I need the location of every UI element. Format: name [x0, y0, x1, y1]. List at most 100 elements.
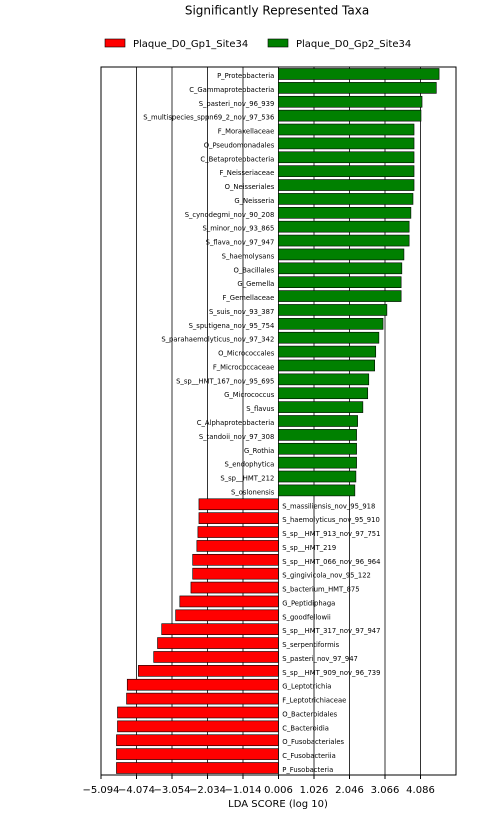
- category-label: F_Leptotrichiaceae: [282, 697, 346, 705]
- category-label: S_oslonensis: [231, 488, 275, 496]
- category-label: G_Gemella: [237, 280, 274, 288]
- legend-label: Plaque_D0_Gp1_Site34: [133, 39, 248, 50]
- x-tick-label: −1.014: [224, 785, 261, 796]
- bar: [116, 734, 279, 747]
- category-label: F_Micrococcaceae: [213, 363, 274, 371]
- category-label: S_haemolyticus_nov_95_910: [282, 516, 380, 524]
- bar: [277, 151, 415, 164]
- category-label: S_flava_nov_97_947: [206, 239, 275, 247]
- bar: [277, 262, 403, 275]
- category-label: S_gingivicola_nov_95_122: [282, 572, 371, 580]
- category-label: S_multispecies_sppn69_2_nov_97_536: [143, 114, 274, 122]
- legend-swatch: [267, 38, 289, 48]
- category-label: S_sp__HMT_909_nov_96_739: [282, 669, 380, 677]
- bar: [161, 623, 279, 636]
- bar: [157, 637, 279, 649]
- bar: [277, 331, 380, 344]
- category-label: S_endophytica: [225, 461, 275, 469]
- bar: [179, 595, 279, 608]
- bar: [192, 553, 279, 566]
- x-tick-label: 4.086: [406, 785, 435, 796]
- bar: [277, 248, 405, 261]
- category-label: O_Pseudomonadales: [204, 141, 275, 149]
- x-tick-label: −4.074: [118, 785, 155, 796]
- category-label: S_suis_nov_93_387: [209, 308, 274, 316]
- category-label: F_Moraxellaceae: [218, 128, 275, 136]
- legend-swatch: [104, 38, 126, 48]
- bar: [277, 165, 415, 177]
- legend-label: Plaque_D0_Gp2_Site34: [296, 39, 411, 50]
- category-label: S_pasteri_nov_97_947: [282, 655, 358, 663]
- category-label: C_Betaproteobacteria: [200, 155, 274, 163]
- bar: [277, 429, 357, 441]
- category-label: S_flavus: [246, 405, 274, 413]
- bar: [277, 484, 356, 497]
- bar: [196, 540, 279, 552]
- category-label: F_Gemellaceae: [223, 294, 275, 302]
- bar: [277, 82, 437, 94]
- category-label: S_minor_nov_93_865: [202, 225, 274, 233]
- bar: [277, 109, 422, 122]
- category-label: C_Bacteroidia: [282, 724, 329, 732]
- category-label: O_Neisseriales: [225, 183, 275, 191]
- bar: [277, 179, 415, 191]
- category-label: S_cynodegmi_nov_90_208: [185, 211, 275, 219]
- category-label: P_Fusobacteria: [282, 766, 333, 774]
- category-label: O_Bacteroidales: [282, 710, 337, 718]
- bar: [277, 387, 369, 400]
- bar: [277, 373, 370, 386]
- x-axis-label: LDA SCORE (log 10): [228, 799, 328, 810]
- category-label: O_Fusobacteriales: [282, 738, 344, 746]
- bar: [190, 581, 279, 594]
- x-tick-label: 0.006: [264, 785, 293, 796]
- bar: [192, 567, 279, 580]
- bar: [277, 95, 423, 108]
- bar: [116, 762, 279, 774]
- category-label: S_parahaemolyticus_nov_97_342: [161, 336, 274, 344]
- bar: [277, 456, 357, 469]
- category-label: S_sp__HMT_219: [282, 544, 336, 552]
- category-label: S_tandoii_nov_97_308: [199, 433, 274, 441]
- category-label: G_Rothia: [244, 447, 274, 455]
- bar: [197, 526, 279, 538]
- bar: [277, 137, 415, 150]
- bar: [277, 220, 410, 233]
- bar: [277, 318, 384, 330]
- bar: [117, 706, 279, 719]
- bar: [277, 470, 357, 483]
- category-label: S_bacterium_HMT_875: [282, 586, 359, 594]
- chart-title: Significantly Represented Taxa: [185, 4, 369, 18]
- category-label: O_Micrococcales: [218, 350, 275, 358]
- category-label: O_Bacillales: [234, 266, 275, 274]
- category-label: S_sputigena_nov_95_754: [189, 322, 275, 330]
- category-label: S_goodfellowii: [282, 613, 331, 621]
- category-label: S_sp__HMT_913_nov_97_751: [282, 530, 380, 538]
- bar: [277, 193, 414, 205]
- bar: [277, 415, 358, 427]
- bar: [117, 720, 279, 733]
- category-label: S_sp__HMT_317_nov_97_947: [282, 627, 380, 635]
- x-tick-label: −3.054: [153, 785, 190, 796]
- category-label: C_Gammaproteobacteria: [189, 86, 274, 94]
- category-label: S_pasteri_nov_96_939: [199, 100, 275, 108]
- bar: [153, 651, 279, 663]
- bar: [126, 692, 279, 705]
- x-tick-label: −2.034: [189, 785, 226, 796]
- bar: [138, 665, 279, 677]
- category-label: S_haemolysans: [222, 252, 275, 260]
- category-label: S_sp__HMT_066_nov_96_964: [282, 558, 380, 566]
- category-label: G_Neisseria: [234, 197, 274, 205]
- bar: [277, 276, 402, 289]
- bar: [198, 512, 279, 524]
- bar: [116, 748, 279, 760]
- bar: [198, 498, 279, 511]
- category-label: G_Micrococcus: [224, 391, 275, 399]
- bar: [277, 359, 375, 372]
- x-tick-label: 1.026: [300, 785, 329, 796]
- category-label: S_sp__HMT_212: [220, 475, 274, 483]
- category-label: P_Proteobacteria: [217, 72, 274, 80]
- x-tick-label: −5.094: [82, 785, 119, 796]
- bar: [277, 68, 440, 80]
- bar: [277, 304, 388, 316]
